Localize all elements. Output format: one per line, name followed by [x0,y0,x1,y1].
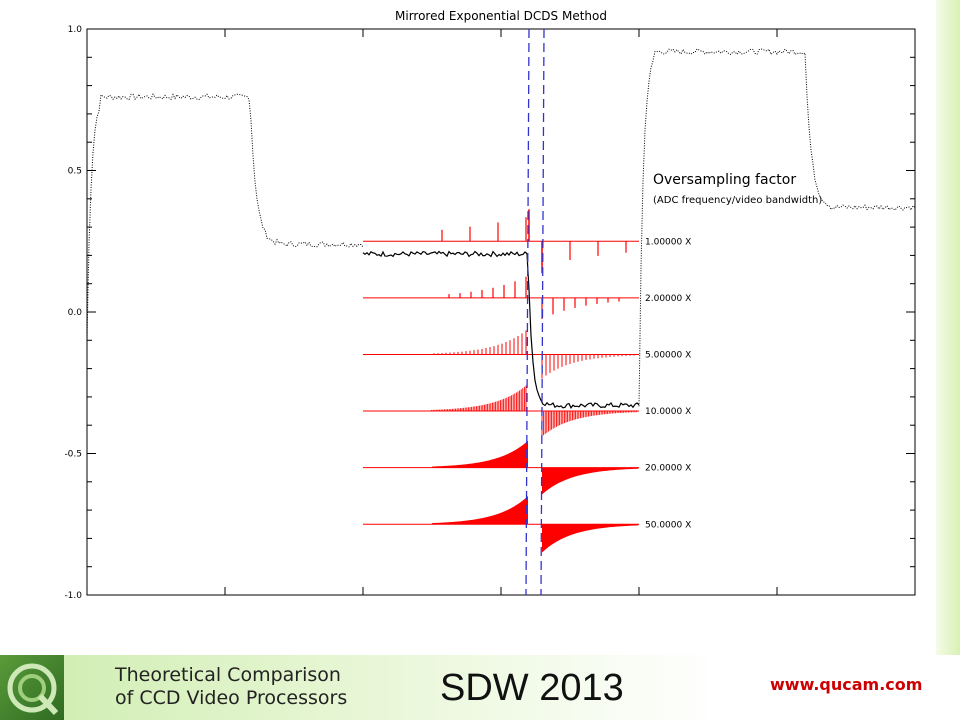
y-tick-label: -0.5 [64,450,82,460]
weight-series-0: 1.00000 X [363,209,691,274]
weight-series: 1.00000 X 2.00000 X 5.00000 X 10.0000 X 20.0… [363,209,691,553]
qucam-logo [0,655,64,720]
weight-area-left [432,495,528,525]
marker-line-1 [525,28,530,596]
footer-subtitle: Theoretical Comparison of CCD Video Proc… [115,664,395,710]
signal-dotted-right [638,48,916,407]
factor-label: 5.00000 X [645,350,691,360]
y-tick-label: 0.0 [68,308,83,318]
tick-marks [86,28,916,596]
signal-traces [86,48,916,409]
y-tick-label: 0.5 [68,167,82,177]
y-tick-label: -1.0 [64,591,82,601]
weight-series-4: 20.0000 X [363,440,691,495]
sample-markers [525,28,545,596]
footer-subtitle-line-1: Theoretical Comparison [115,664,341,686]
signal-dotted-left [86,93,364,341]
signal-solid-window [362,250,640,409]
weight-area-right [542,467,639,495]
factor-label: 2.00000 X [645,294,691,304]
factor-label: 20.0000 X [645,464,691,474]
logo-emblem [7,663,59,716]
factor-label: 1.00000 X [645,237,691,247]
weight-series-5: 50.0000 X [363,495,691,553]
slide-footer: Theoretical Comparison of CCD Video Proc… [0,655,960,720]
chart: Mirrored Exponential DCDS Method 1.0 0.5 0… [64,9,916,601]
weight-area-right [542,524,639,553]
factor-label: 10.0000 X [645,407,691,417]
slide-edge-decoration [936,0,960,655]
annotation-title: Oversampling factor [653,172,796,188]
weight-series-2: 5.00000 X [363,330,691,379]
annotation-subtitle: (ADC frequency/video bandwidth) [653,195,822,206]
footer-subtitle-line-2: of CCD Video Processors [115,687,348,709]
weight-area-left [432,440,528,468]
plot-frame [86,28,916,596]
marker-line-2 [540,28,545,596]
chart-title: Mirrored Exponential DCDS Method [395,9,607,23]
y-tick-label: 1.0 [68,25,83,35]
y-tick-labels: 1.0 0.5 0.0 -0.5 -1.0 [64,25,82,601]
footer-url[interactable]: www.qucam.com [770,675,923,694]
footer-event-name: SDW 2013 [440,667,624,709]
weight-series-3: 10.0000 X [363,385,691,437]
factor-label: 50.0000 X [645,520,691,530]
